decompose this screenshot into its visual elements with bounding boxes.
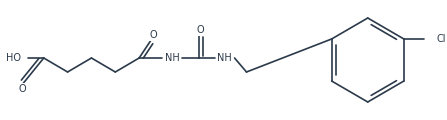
Text: O: O	[149, 30, 157, 40]
Text: HO: HO	[6, 53, 21, 63]
Text: Cl: Cl	[437, 34, 447, 44]
Text: NH: NH	[164, 53, 179, 63]
Text: O: O	[18, 84, 25, 94]
Text: O: O	[197, 25, 205, 35]
Text: NH: NH	[217, 53, 232, 63]
